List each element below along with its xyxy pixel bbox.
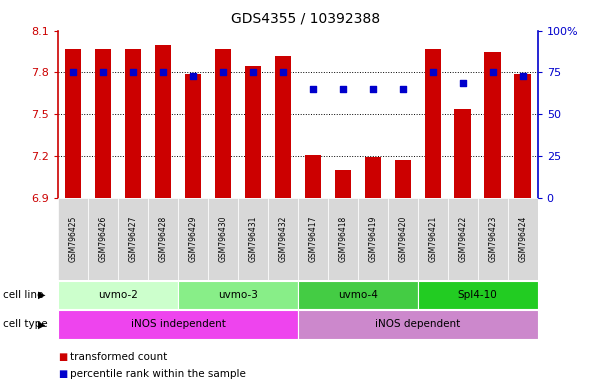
- Point: [98, 70, 108, 76]
- Text: GDS4355 / 10392388: GDS4355 / 10392388: [231, 12, 380, 25]
- Bar: [155, 45, 171, 198]
- Text: GSM796429: GSM796429: [188, 216, 197, 262]
- Text: GSM796418: GSM796418: [338, 216, 347, 262]
- Bar: [185, 74, 201, 198]
- Text: percentile rank within the sample: percentile rank within the sample: [70, 369, 246, 379]
- Point: [248, 70, 258, 76]
- Bar: [298, 281, 418, 309]
- Bar: [125, 49, 141, 198]
- Text: GSM796432: GSM796432: [279, 216, 287, 262]
- Point: [398, 86, 408, 92]
- Text: ■: ■: [58, 352, 67, 362]
- Bar: [388, 198, 418, 280]
- Text: GSM796421: GSM796421: [428, 216, 437, 262]
- Bar: [365, 157, 381, 198]
- Bar: [298, 198, 328, 280]
- Bar: [514, 74, 531, 198]
- Text: GSM796424: GSM796424: [518, 216, 527, 262]
- Bar: [88, 198, 118, 280]
- Text: GSM796428: GSM796428: [158, 216, 167, 262]
- Text: ■: ■: [58, 369, 67, 379]
- Bar: [358, 198, 388, 280]
- Text: ▶: ▶: [38, 319, 45, 329]
- Bar: [395, 160, 411, 198]
- Bar: [95, 49, 111, 198]
- Text: GSM796425: GSM796425: [68, 216, 78, 262]
- Text: cell type: cell type: [3, 319, 48, 329]
- Text: uvmo-2: uvmo-2: [98, 290, 138, 300]
- Bar: [455, 109, 471, 198]
- Text: GSM796430: GSM796430: [218, 216, 227, 262]
- Bar: [418, 198, 448, 280]
- Text: GSM796431: GSM796431: [249, 216, 257, 262]
- Point: [338, 86, 348, 92]
- Bar: [305, 155, 321, 198]
- Bar: [448, 198, 478, 280]
- Bar: [418, 281, 538, 309]
- Bar: [274, 56, 291, 198]
- Text: GSM796419: GSM796419: [368, 216, 378, 262]
- Text: ▶: ▶: [38, 290, 45, 300]
- Point: [518, 73, 527, 79]
- Point: [458, 79, 467, 86]
- Bar: [238, 198, 268, 280]
- Bar: [244, 66, 261, 198]
- Text: uvmo-3: uvmo-3: [218, 290, 258, 300]
- Text: cell line: cell line: [3, 290, 43, 300]
- Text: GSM796420: GSM796420: [398, 216, 408, 262]
- Text: uvmo-4: uvmo-4: [338, 290, 378, 300]
- Point: [278, 70, 288, 76]
- Bar: [178, 198, 208, 280]
- Bar: [65, 49, 81, 198]
- Point: [68, 70, 78, 76]
- Bar: [118, 198, 148, 280]
- Point: [218, 70, 228, 76]
- Text: iNOS dependent: iNOS dependent: [375, 319, 461, 329]
- Bar: [335, 170, 351, 198]
- Text: GSM796423: GSM796423: [488, 216, 497, 262]
- Point: [488, 70, 497, 76]
- Bar: [508, 198, 538, 280]
- Text: Spl4-10: Spl4-10: [458, 290, 497, 300]
- Bar: [178, 281, 298, 309]
- Bar: [208, 198, 238, 280]
- Bar: [148, 198, 178, 280]
- Point: [188, 73, 198, 79]
- Text: GSM796422: GSM796422: [458, 216, 467, 262]
- Text: GSM796417: GSM796417: [309, 216, 317, 262]
- Bar: [58, 281, 178, 309]
- Bar: [268, 198, 298, 280]
- Point: [158, 70, 168, 76]
- Point: [428, 70, 437, 76]
- Bar: [298, 310, 538, 339]
- Text: GSM796427: GSM796427: [128, 216, 137, 262]
- Point: [128, 70, 138, 76]
- Point: [368, 86, 378, 92]
- Bar: [478, 198, 508, 280]
- Point: [308, 86, 318, 92]
- Bar: [485, 51, 501, 198]
- Text: transformed count: transformed count: [70, 352, 167, 362]
- Text: GSM796426: GSM796426: [98, 216, 108, 262]
- Bar: [214, 49, 231, 198]
- Bar: [58, 198, 88, 280]
- Bar: [328, 198, 358, 280]
- Text: iNOS independent: iNOS independent: [131, 319, 225, 329]
- Bar: [425, 49, 441, 198]
- Bar: [58, 310, 298, 339]
